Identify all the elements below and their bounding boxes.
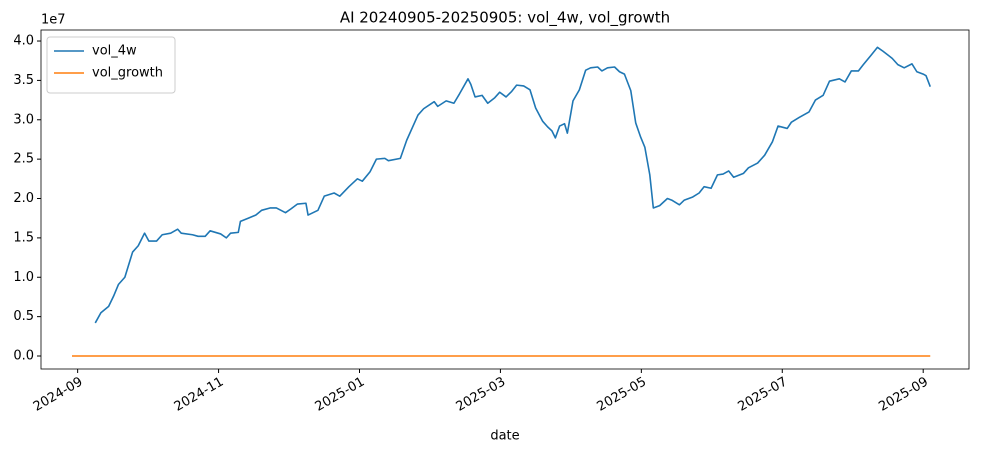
y-tick-label: 4.0 [13, 34, 34, 49]
axes-frame [40, 29, 970, 370]
y-offset-label: 1e7 [41, 13, 66, 28]
y-tick-label: 3.0 [13, 112, 34, 127]
y-tick-label: 3.5 [13, 73, 34, 88]
legend-label: vol_growth [92, 66, 163, 81]
y-tick-label: 2.0 [13, 191, 34, 206]
y-tick-label: 0.5 [13, 309, 34, 324]
series-line [94, 46, 931, 324]
y-tick-label: 2.5 [13, 152, 34, 167]
y-tick-label: 1.0 [13, 270, 34, 285]
legend-label: vol_4w [92, 44, 137, 59]
y-tick-label: 1.5 [13, 230, 34, 245]
x-axis-label: date [490, 429, 519, 444]
chart-title: AI 20240905-20250905: vol_4w, vol_growth [340, 9, 670, 28]
y-tick-label: 0.0 [13, 349, 34, 364]
